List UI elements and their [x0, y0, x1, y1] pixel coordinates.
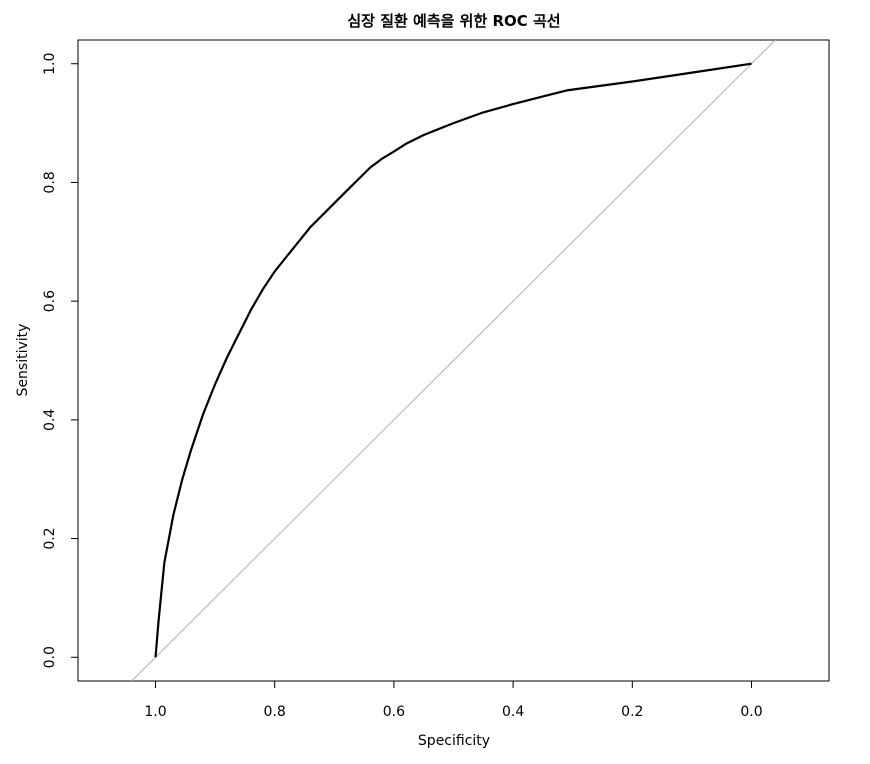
x-axis: 1.0 0.8 0.6 0.4 0.2 0.0 [144, 680, 763, 720]
reference-diagonal-line [131, 39, 776, 682]
y-tick-label: 0.0 [42, 646, 58, 668]
roc-curve-line [154, 62, 752, 658]
y-tick-label: 0.8 [42, 171, 58, 193]
x-axis-label: Specificity [418, 733, 490, 749]
x-tick-label: 1.0 [144, 704, 166, 720]
x-tick-label: 0.6 [383, 704, 405, 720]
y-tick-label: 0.4 [42, 409, 58, 431]
x-tick-label: 0.0 [740, 704, 762, 720]
y-axis: 0.0 0.2 0.4 0.6 0.8 1.0 [42, 53, 79, 668]
y-tick-label: 0.6 [42, 290, 58, 312]
y-tick-label: 1.0 [42, 53, 58, 75]
x-tick-label: 0.4 [502, 704, 524, 720]
y-tick-label: 0.2 [42, 527, 58, 549]
x-tick-label: 0.2 [621, 704, 643, 720]
chart-title: 심장 질환 예측을 위한 ROC 곡선 [347, 12, 560, 30]
x-tick-label: 0.8 [264, 704, 286, 720]
y-axis-label: Sensitivity [15, 324, 31, 397]
